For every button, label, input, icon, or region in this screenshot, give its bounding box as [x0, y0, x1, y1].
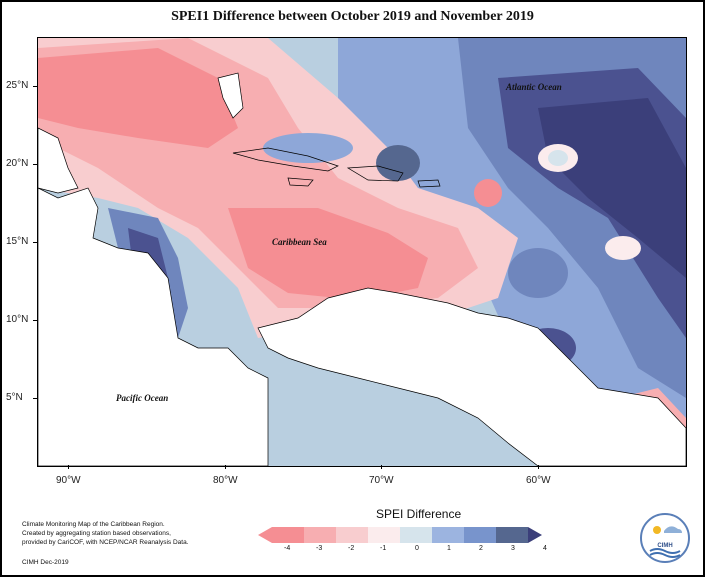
lat-tick	[33, 398, 37, 399]
caribbean-sea-label: Caribbean Sea	[272, 237, 327, 247]
legend-swatch	[496, 527, 528, 543]
legend-tick: 1	[447, 545, 451, 552]
lat-label-25: 25°N	[6, 80, 29, 91]
legend-tick: -2	[348, 545, 355, 552]
pacific-ocean-label: Pacific Ocean	[116, 393, 169, 403]
legend-tick: 3	[511, 545, 515, 552]
lon-label-80: 80°W	[213, 475, 238, 486]
legend-tick: 0	[415, 545, 419, 552]
lon-tick	[225, 465, 226, 469]
legend-tick: -3	[316, 545, 323, 552]
map-panel	[37, 37, 687, 467]
legend-swatch	[400, 527, 432, 543]
legend-swatch	[432, 527, 464, 543]
map-title: SPEI1 Difference between October 2019 an…	[171, 9, 534, 24]
atlantic-ocean-label: Atlantic Ocean	[506, 82, 562, 92]
footer-credit: CIMH Dec-2019	[22, 559, 69, 566]
legend-arrow-low	[258, 527, 272, 543]
lon-label-60: 60°W	[526, 475, 551, 486]
lon-tick	[538, 465, 539, 469]
footer-line3: provided by CariCOF, with NCEP/NCAR Rean…	[22, 539, 189, 546]
legend-title: SPEI Difference	[376, 507, 462, 521]
legend-colorbar	[258, 527, 542, 543]
lon-tick	[68, 465, 69, 469]
lat-tick	[33, 242, 37, 243]
lat-label-10: 10°N	[6, 314, 29, 325]
legend-swatch	[368, 527, 400, 543]
footer-line1: Climate Monitoring Map of the Caribbean …	[22, 521, 165, 528]
legend-tick: 4	[543, 545, 547, 552]
lon-label-90: 90°W	[56, 475, 81, 486]
lon-tick	[381, 465, 382, 469]
legend-swatch	[304, 527, 336, 543]
legend-tick: -4	[284, 545, 291, 552]
logo-emblem-icon	[649, 526, 682, 558]
legend-arrow-high	[528, 527, 542, 543]
legend-swatch	[336, 527, 368, 543]
legend-tick: 2	[479, 545, 483, 552]
legend-swatch	[272, 527, 304, 543]
lat-label-20: 20°N	[6, 158, 29, 169]
logo-text: CIMH	[657, 543, 673, 549]
lat-tick	[33, 320, 37, 321]
lat-label-5: 5°N	[6, 392, 23, 403]
lon-label-70: 70°W	[369, 475, 394, 486]
footer-line2: Created by aggregating station based obs…	[22, 530, 171, 537]
spei-field	[38, 38, 686, 466]
lat-tick	[33, 86, 37, 87]
legend-swatch	[464, 527, 496, 543]
lat-label-15: 15°N	[6, 236, 29, 247]
legend-tick: -1	[380, 545, 387, 552]
cimh-logo: CIMH	[640, 513, 690, 563]
lat-tick	[33, 164, 37, 165]
